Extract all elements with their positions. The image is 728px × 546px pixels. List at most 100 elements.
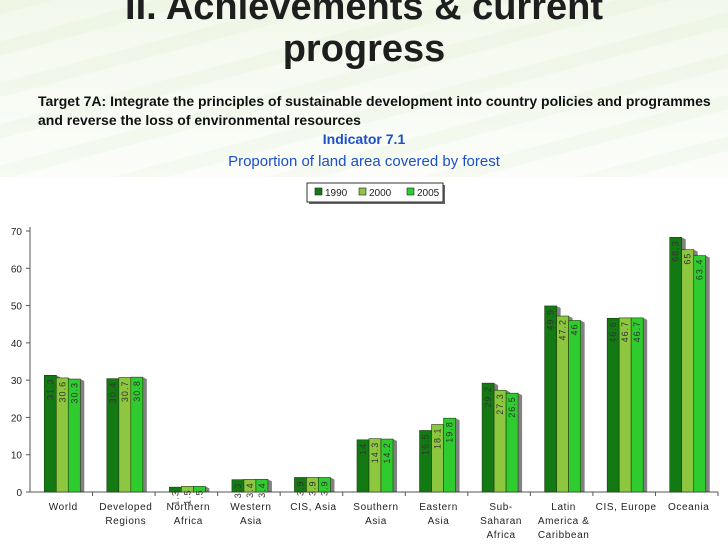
category-label: Asia [240, 516, 262, 527]
category-label: Oceania [668, 502, 709, 513]
category-label: Asia [365, 516, 387, 527]
slide-title-line1: II. Achievements & current [125, 0, 603, 28]
legend-swatch-2000 [358, 187, 367, 196]
bar-2005 [693, 255, 707, 493]
legend-swatch-1990 [314, 187, 323, 196]
data-label-1990: 1.3 [170, 490, 180, 506]
data-label-2000: 3.9 [307, 480, 317, 496]
y-tick-label: 70 [11, 227, 23, 238]
category-label: CIS, Europe [596, 502, 657, 513]
data-label-1990: 68.3 [671, 240, 681, 262]
category-label: CIS, Asia [290, 502, 337, 513]
bar-side-2005 [580, 320, 585, 492]
data-label-1990: 31.3 [45, 378, 55, 400]
category-label: Sub- [489, 502, 513, 513]
category-label: Developed [99, 502, 152, 513]
data-label-1990: 49.9 [546, 309, 556, 331]
data-label-2000: 3.4 [245, 482, 255, 498]
bar-1990 [606, 317, 620, 493]
data-label-2000: 18.1 [433, 428, 443, 450]
bar-side-2005 [705, 255, 710, 492]
bar-side-2005 [455, 418, 460, 492]
bar-2000 [618, 317, 632, 493]
category-label: Eastern [419, 502, 458, 513]
category-label: Northern [167, 502, 211, 513]
chart-subtitle: Proportion of land area covered by fores… [228, 153, 500, 170]
category-label: Africa [487, 530, 516, 541]
data-label-2000: 30.7 [120, 381, 130, 403]
category-label: Western [230, 502, 271, 513]
bar-side-2005 [643, 317, 648, 492]
data-label-2005: 30.8 [132, 380, 142, 402]
bar-side-2005 [142, 377, 147, 492]
bar-side-2005 [205, 486, 210, 492]
legend-label-2005: 2005 [417, 188, 440, 199]
data-label-2005: 30.3 [69, 382, 79, 404]
data-label-2000: 46.7 [620, 321, 630, 343]
data-label-2005: 63.4 [695, 259, 705, 281]
slide-title-line2: progress [282, 28, 446, 70]
bar-2005 [193, 486, 206, 493]
legend-label-2000: 2000 [369, 188, 392, 199]
bar-2005 [505, 392, 519, 493]
y-tick-label: 10 [11, 451, 23, 462]
target-description: Target 7A: Integrate the principles of s… [38, 92, 718, 130]
legend-label-1990: 1990 [325, 188, 348, 199]
data-label-2000: 1.5 [182, 489, 192, 505]
bar-side-2005 [267, 479, 272, 492]
bar-2005 [318, 477, 331, 493]
data-label-1990: 29.2 [483, 386, 493, 408]
bar-1990 [544, 305, 557, 493]
category-label: Caribbean [538, 530, 590, 541]
category-label: Asia [428, 516, 450, 527]
data-label-1990: 14 [358, 443, 368, 455]
data-label-2000: 14.3 [370, 442, 380, 464]
category-label: Latin [551, 502, 576, 513]
data-label-1990: 30.4 [108, 382, 118, 404]
data-label-2005: 46 [570, 323, 580, 335]
bar-side-2005 [330, 477, 335, 492]
bar-2005 [67, 378, 81, 493]
data-label-2005: .5 [194, 489, 204, 499]
y-tick-label: 40 [11, 339, 23, 350]
y-tick-label: 60 [11, 264, 23, 275]
data-label-2005: 46.7 [632, 321, 642, 343]
bar-1990 [669, 237, 683, 493]
data-label-2000: 65 [683, 253, 693, 265]
data-label-1990: 3.9 [295, 480, 305, 496]
bar-2005 [130, 376, 144, 493]
bar-2000 [556, 315, 569, 493]
data-label-1990: 16.5 [421, 433, 431, 455]
category-label: Southern [353, 502, 398, 513]
bar-2005 [380, 438, 394, 493]
data-label-1990: 46.6 [608, 321, 618, 343]
bar-2005 [443, 417, 456, 493]
y-tick-label: 30 [11, 376, 23, 387]
data-label-2000: 47.2 [558, 319, 568, 341]
data-label-2005: 26.5 [507, 396, 517, 418]
target-label: Target 7A: [38, 93, 111, 109]
bar-side-2005 [518, 393, 523, 492]
legend-swatch-2005 [406, 187, 415, 196]
category-label: Regions [105, 516, 146, 527]
y-tick-label: 50 [11, 302, 23, 313]
chart-area: 1990 2000 2005 0 10 20 30 40 50 60 70 31.3 30.6 30.3 W… [0, 177, 728, 546]
category-label: World [49, 502, 78, 513]
bar-side-2005 [80, 379, 85, 492]
category-label: Africa [174, 516, 203, 527]
bar-side-2005 [393, 439, 397, 492]
category-label: Saharan [480, 516, 522, 527]
slide-title: II. Achievements & current progress [0, 0, 728, 70]
indicator-label: Indicator 7.1 [322, 131, 406, 147]
y-tick-label: 20 [11, 413, 23, 424]
bar-2000 [681, 249, 695, 493]
y-tick-label: 0 [16, 488, 22, 499]
bar-2005 [255, 479, 269, 493]
target-text: Integrate the principles of sustainable … [38, 93, 711, 128]
data-label-2005: 3.4 [257, 482, 267, 498]
forest-cover-bar-chart: 1990 2000 2005 0 10 20 30 40 50 60 70 31.3 30.6 30.3 W… [11, 182, 719, 541]
data-label-2005: 19.8 [445, 421, 455, 443]
data-label-2005: 3.9 [319, 480, 329, 496]
data-label-2005: 14.2 [382, 442, 392, 464]
bar-2005 [568, 320, 581, 493]
